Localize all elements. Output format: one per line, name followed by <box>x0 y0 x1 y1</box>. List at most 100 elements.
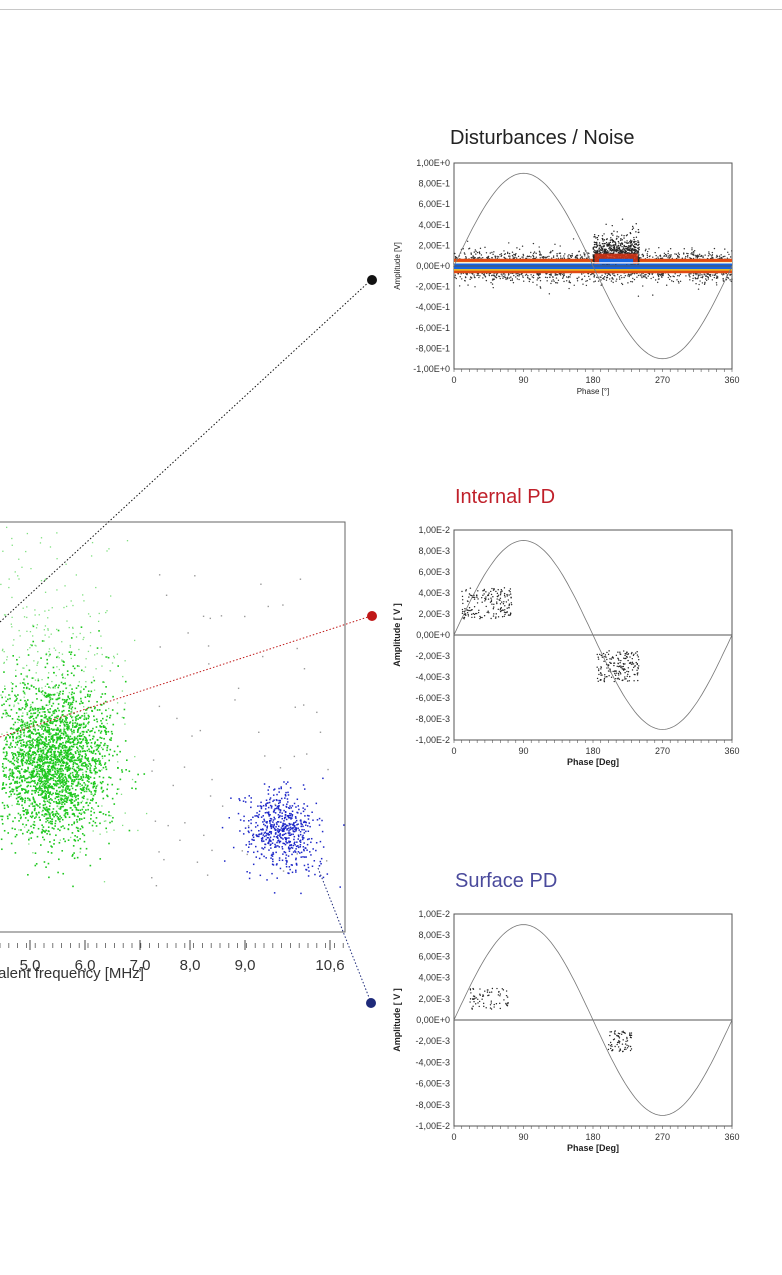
blue-point <box>284 795 287 797</box>
noise-point <box>654 279 657 281</box>
green-point <box>27 740 29 743</box>
green-point <box>45 866 47 868</box>
blue-point <box>268 819 271 822</box>
green-point <box>57 733 59 736</box>
green-point <box>38 734 41 736</box>
green-outlier <box>50 812 52 814</box>
blue-point <box>284 793 287 796</box>
green-point <box>27 751 29 754</box>
green-point <box>102 813 105 815</box>
green-outlier <box>17 703 20 705</box>
green-point <box>23 744 25 746</box>
green-point <box>68 707 71 709</box>
green-point <box>39 738 42 741</box>
green-point <box>81 779 83 781</box>
noise-point <box>513 253 515 256</box>
green-point <box>31 715 34 718</box>
blue-point <box>280 786 282 788</box>
green-point <box>61 764 63 767</box>
noise-point <box>576 280 579 282</box>
green-outlier <box>47 629 49 631</box>
green-point <box>29 740 31 742</box>
green-point <box>62 805 65 808</box>
green-point <box>31 780 34 782</box>
green-point <box>84 761 86 764</box>
green-outlier <box>1 649 4 652</box>
blue-point <box>276 805 279 808</box>
blue-point <box>282 828 284 831</box>
noise-point <box>538 250 541 253</box>
green-outlier <box>36 624 39 626</box>
blue-point <box>247 826 250 829</box>
green-point <box>64 746 66 749</box>
blue-point <box>286 837 288 839</box>
blue-point <box>259 874 262 877</box>
green-point <box>45 653 48 656</box>
green-point <box>60 781 63 784</box>
blue-point <box>295 869 297 872</box>
stray-point <box>165 594 168 596</box>
blue-point <box>265 829 268 831</box>
green-point <box>48 727 50 729</box>
green-point <box>62 785 64 788</box>
green-outlier <box>95 668 97 670</box>
green-point <box>47 790 49 792</box>
green-point <box>85 757 88 760</box>
green-point <box>17 694 19 696</box>
green-point <box>2 748 5 750</box>
green-point <box>82 775 85 778</box>
green-point <box>29 709 32 711</box>
blue-point <box>256 812 258 814</box>
blue-point <box>281 817 283 820</box>
green-point <box>28 723 31 726</box>
green-point <box>15 675 17 677</box>
green-point <box>64 794 67 797</box>
green-point <box>87 757 89 759</box>
green-point <box>13 763 15 766</box>
green-point <box>40 736 43 738</box>
blue-point <box>286 815 289 817</box>
green-outlier <box>33 709 35 711</box>
green-point <box>82 726 85 729</box>
blue-point <box>263 783 266 785</box>
green-outlier <box>50 697 52 700</box>
green-point <box>62 682 65 685</box>
noise-point <box>647 275 649 277</box>
green-point <box>82 789 84 792</box>
green-outlier <box>27 687 29 689</box>
blue-point <box>315 802 318 805</box>
noise-point <box>716 284 718 286</box>
green-point <box>80 760 83 763</box>
green-point <box>24 703 27 706</box>
green-point <box>55 784 58 787</box>
blue-point <box>297 827 299 829</box>
green-point <box>38 787 40 789</box>
noise-point <box>637 274 640 277</box>
stray-point <box>209 617 212 620</box>
noise-point <box>530 274 532 276</box>
green-point <box>73 692 75 695</box>
stray-point <box>306 753 308 755</box>
green-point <box>77 684 80 687</box>
green-point <box>87 774 89 777</box>
blue-point <box>280 787 282 790</box>
green-point <box>57 758 59 760</box>
green-point <box>94 791 97 793</box>
green-point <box>17 796 20 799</box>
green-point <box>59 820 61 823</box>
green-point <box>1 696 3 699</box>
noise-point <box>656 273 659 275</box>
green-point <box>77 756 79 759</box>
green-point <box>104 693 107 695</box>
green-point <box>43 758 46 760</box>
green-point <box>98 752 101 755</box>
green-point <box>95 789 97 792</box>
green-point <box>43 721 46 723</box>
green-point <box>72 757 75 759</box>
green-point <box>66 799 69 801</box>
green-point <box>38 764 40 766</box>
green-point <box>27 829 30 832</box>
blue-point <box>259 805 262 807</box>
blue-point <box>283 781 285 783</box>
green-outlier <box>87 723 90 725</box>
